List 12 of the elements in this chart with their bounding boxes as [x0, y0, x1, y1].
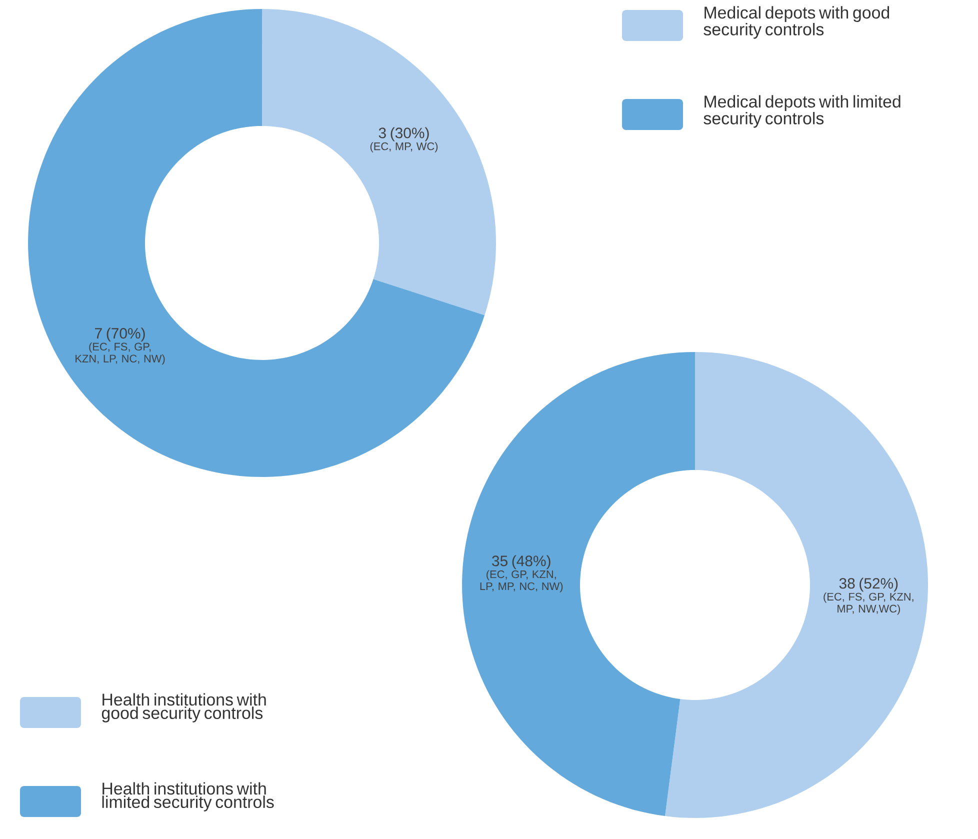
data-label: 3 (30%) [378, 127, 429, 142]
data-label: 7 (70%) [95, 328, 145, 342]
text: (EC, GP, KZN, LP, MP, NC, NW) [480, 570, 563, 592]
legend-label: Medical depots with good security controls [704, 6, 890, 39]
text: (EC, FS, GP, KZN, LP, NC, NW) [76, 342, 165, 365]
legend-label: Health institutions with good security controls [102, 693, 266, 722]
legend-label: Medical depots with limited security controls [704, 95, 900, 128]
data-label: 38 (52%) [839, 578, 898, 592]
data-label: 35 (48%) [492, 555, 550, 570]
legend-label: Health institutions with limited security controls [102, 782, 274, 812]
text: (EC, MP, WC) [370, 142, 438, 152]
text: (EC, FS, GP, KZN, MP, NW,WC) [824, 592, 914, 615]
